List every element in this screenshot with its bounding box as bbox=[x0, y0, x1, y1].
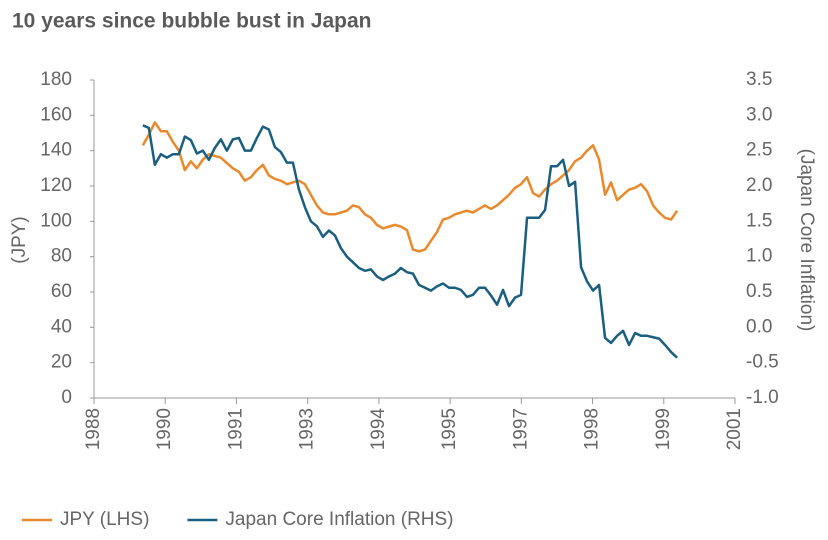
y-tick-label: 80 bbox=[51, 246, 72, 267]
x-tick-label: 1993 bbox=[297, 408, 318, 450]
y2-axis-label: (Japan Core Inflation) bbox=[796, 149, 817, 332]
y2-tick-label: -0.5 bbox=[746, 352, 779, 373]
y-tick-label: 140 bbox=[40, 140, 72, 161]
y2-tick-label: 1.0 bbox=[746, 246, 772, 267]
y-tick-label: 40 bbox=[51, 316, 72, 337]
x-tick-label: 1988 bbox=[83, 408, 104, 450]
y2-tick-label: 0.0 bbox=[746, 316, 772, 337]
series-line bbox=[141, 121, 679, 253]
y2-tick-label: 0.5 bbox=[746, 281, 772, 302]
x-tick-label: 1997 bbox=[510, 408, 531, 450]
x-tick-label: 1994 bbox=[368, 408, 389, 451]
y-tick-label: 160 bbox=[40, 104, 72, 125]
x-tick-label: 2001 bbox=[724, 408, 745, 450]
y-tick-label: 60 bbox=[51, 281, 72, 302]
chart-title: 10 years since bubble bust in Japan bbox=[12, 10, 371, 33]
y-axis-label: (JPY) bbox=[9, 216, 30, 264]
y-tick-label: 180 bbox=[40, 69, 72, 90]
x-tick-label: 1991 bbox=[225, 408, 246, 450]
legend-label: Japan Core Inflation (RHS) bbox=[225, 509, 453, 530]
y-tick-label: 100 bbox=[40, 210, 72, 231]
x-tick-label: 1995 bbox=[439, 408, 460, 450]
x-tick-label: 1990 bbox=[154, 408, 175, 450]
y2-tick-label: 2.5 bbox=[746, 140, 772, 161]
series-line bbox=[142, 124, 678, 359]
x-tick-label: 1998 bbox=[582, 408, 603, 450]
y2-tick-label: 3.0 bbox=[746, 104, 772, 125]
y-tick-label: 0 bbox=[61, 387, 72, 408]
legend-label: JPY (LHS) bbox=[60, 509, 149, 530]
y-tick-label: 120 bbox=[40, 175, 72, 196]
y2-tick-label: 1.5 bbox=[746, 210, 772, 231]
y2-tick-label: 2.0 bbox=[746, 175, 772, 196]
y-tick-label: 20 bbox=[51, 352, 72, 373]
x-tick-label: 1999 bbox=[653, 408, 674, 450]
y2-tick-label: 3.5 bbox=[746, 69, 772, 90]
y2-tick-label: -1.0 bbox=[746, 387, 779, 408]
